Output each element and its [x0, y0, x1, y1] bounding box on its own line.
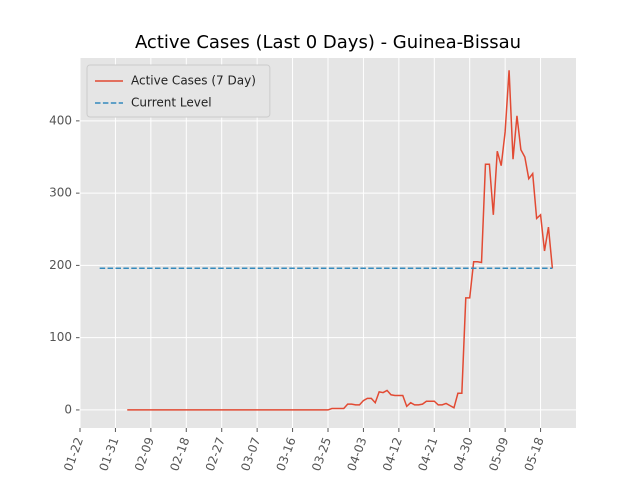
x-tick-label: 05-18: [522, 435, 547, 473]
chart-title: Active Cases (Last 0 Days) - Guinea-Biss…: [135, 32, 521, 53]
y-tick-label: 100: [49, 330, 72, 344]
y-tick-label: 400: [49, 113, 72, 127]
legend-box: [86, 64, 271, 118]
x-tick-label: 02-27: [203, 435, 228, 473]
legend: Active Cases (7 Day) Current Level: [86, 64, 271, 118]
x-tick-label: 05-09: [486, 435, 511, 473]
x-tick-label: 03-07: [238, 435, 263, 473]
legend-label: Current Level: [131, 96, 212, 110]
x-tick-label: 04-03: [344, 435, 369, 473]
legend-label: Active Cases (7 Day): [131, 74, 256, 88]
x-tick-label: 04-12: [380, 435, 405, 473]
line-series: [127, 70, 554, 411]
x-tick-label: 01-31: [96, 435, 121, 473]
y-tick-label: 200: [49, 258, 72, 272]
x-tick-label: 04-21: [415, 435, 440, 473]
x-tick-label: 03-16: [274, 435, 299, 473]
x-tick-label: 04-30: [451, 435, 476, 473]
y-tick-label: 0: [64, 402, 72, 416]
x-tick-label: 01-22: [61, 435, 86, 473]
y-tick-label: 300: [49, 186, 72, 200]
x-tick-label: 03-25: [309, 435, 334, 473]
x-tick-label: 02-18: [167, 435, 192, 473]
x-tick-label: 02-09: [132, 435, 157, 473]
